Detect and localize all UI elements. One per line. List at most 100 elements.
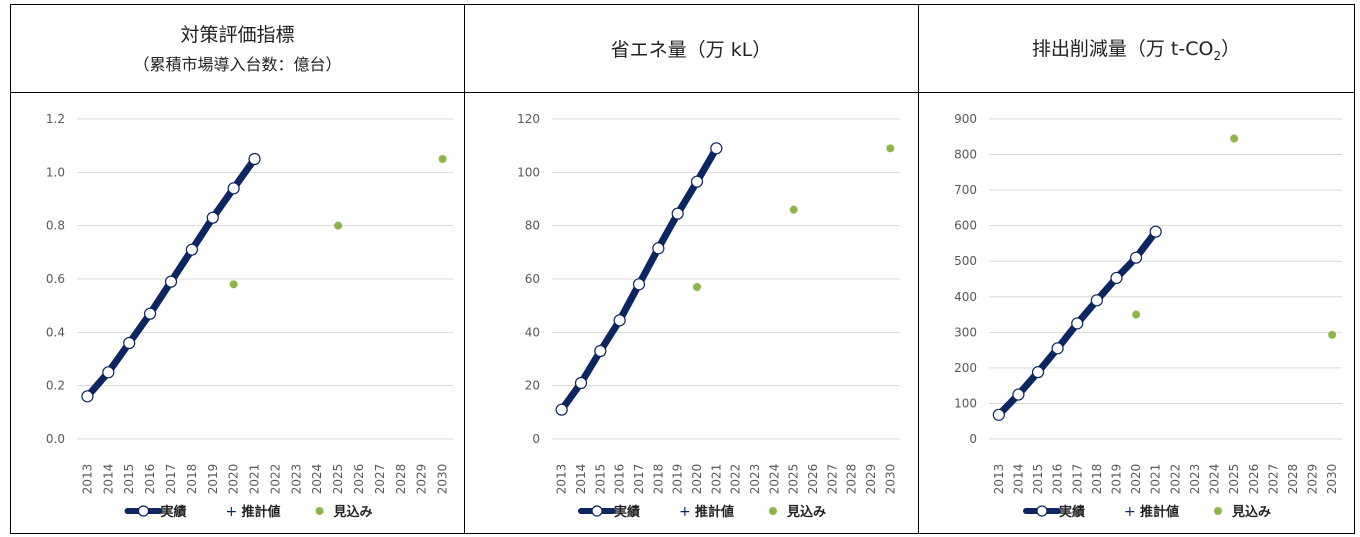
y-tick-label: 0.0 xyxy=(46,432,65,446)
chart-cell-indicator: 0.0 0.2 0.4 0.6 0.8 1.0 1.2 2013 2014 2015 2016 201… xyxy=(11,93,464,533)
legend-actual-label: 実績 xyxy=(614,504,640,520)
legend-actual-marker xyxy=(1036,505,1048,517)
legend-actual-marker xyxy=(591,505,603,517)
column-divider xyxy=(464,5,465,533)
x-tick-label: 2024 xyxy=(310,464,324,495)
x-tick-label: 2016 xyxy=(1051,464,1065,495)
chart-energy-saving: 0 20 40 60 80 100 120 2013 2014 2015 2016 2017 2018 2… xyxy=(517,112,900,520)
forecast-point xyxy=(229,280,238,289)
indicator-table: 対策評価指標 （累積市場導入台数：億台） 省エネ量（万 kL） 排出削減量（万 … xyxy=(10,4,1355,534)
x-tick-label: 2022 xyxy=(729,464,743,495)
y-tick-label: 0.4 xyxy=(46,325,65,339)
header-indicator-title: 対策評価指標 xyxy=(180,23,295,46)
x-tick-label: 2021 xyxy=(248,464,262,495)
actual-point xyxy=(574,376,588,390)
header-emission-suffix: ） xyxy=(1221,38,1241,61)
y-tick-label: 100 xyxy=(517,165,540,179)
header-emission-reduction-title: 排出削減量（万 t-CO2） xyxy=(1032,34,1240,63)
y-tick-label: 100 xyxy=(954,396,977,410)
x-tick-label: 2026 xyxy=(352,464,366,495)
y-tick-label: 1.2 xyxy=(46,112,65,126)
legend-actual-marker xyxy=(137,505,150,517)
header-indicator: 対策評価指標 （累積市場導入台数：億台） xyxy=(11,5,464,93)
x-tick-label: 2015 xyxy=(1031,464,1045,495)
x-tick-label: 2027 xyxy=(825,464,839,495)
legend-actual-label: 実績 xyxy=(1059,504,1085,520)
y-tick-label: 1.0 xyxy=(46,165,65,179)
y-tick-label: 0 xyxy=(532,432,540,446)
forecast-point xyxy=(1132,310,1141,319)
actual-point xyxy=(555,403,568,416)
x-tick-label: 2029 xyxy=(415,464,429,495)
x-tick-label: 2021 xyxy=(1149,464,1163,495)
actual-point xyxy=(144,307,157,320)
x-tick-label: 2023 xyxy=(1188,464,1202,495)
legend-actual-label: 実績 xyxy=(161,504,187,520)
x-tick-label: 2016 xyxy=(613,464,627,495)
actual-point xyxy=(594,344,607,358)
actual-point xyxy=(123,336,136,350)
actual-point xyxy=(992,408,1005,421)
forecast-point xyxy=(1328,330,1337,339)
y-tick-label: 60 xyxy=(525,272,540,286)
y-tick-label: 500 xyxy=(954,254,977,268)
x-tick-label: 2020 xyxy=(690,464,704,495)
x-tick-label: 2028 xyxy=(394,464,408,495)
x-tick-label: 2015 xyxy=(593,464,607,495)
legend-estimate-marker: + xyxy=(679,504,691,520)
x-tick-label: 2013 xyxy=(992,464,1006,495)
header-emission-subscript: 2 xyxy=(1213,48,1222,63)
x-tick-label: 2020 xyxy=(227,464,241,495)
legend-estimate-label: 推計値 xyxy=(1140,504,1179,520)
x-tick-label: 2013 xyxy=(555,464,569,495)
x-tick-label: 2024 xyxy=(1208,464,1222,495)
forecast-point xyxy=(693,283,701,291)
x-tick-label: 2021 xyxy=(709,464,723,495)
legend-estimate-marker: + xyxy=(1124,504,1136,520)
x-tick-label: 2017 xyxy=(632,464,646,495)
y-tick-label: 300 xyxy=(954,325,977,339)
actual-point xyxy=(248,152,261,166)
x-tick-label: 2013 xyxy=(80,464,94,495)
x-tick-label: 2023 xyxy=(748,464,762,495)
y-tick-label: 120 xyxy=(517,112,540,126)
legend: 実績 + 推計値 見込み xyxy=(1023,504,1271,520)
x-tick-label: 2026 xyxy=(1247,464,1261,495)
y-tick-label: 80 xyxy=(525,219,540,233)
actual-point xyxy=(81,390,94,403)
legend-forecast-label: 見込み xyxy=(333,504,373,520)
x-tick-label: 2020 xyxy=(1129,464,1143,495)
actual-point xyxy=(671,207,684,220)
actual-point xyxy=(1110,271,1123,285)
y-tick-label: 600 xyxy=(954,219,977,233)
x-tick-label: 2024 xyxy=(767,464,781,495)
legend-forecast-marker xyxy=(769,507,777,515)
actual-point xyxy=(1090,294,1103,307)
actual-point xyxy=(1129,251,1143,264)
legend-forecast-marker xyxy=(315,507,324,515)
x-tick-label: 2014 xyxy=(1011,464,1025,495)
actual-point xyxy=(652,242,665,255)
legend: 実績 + 推計値 見込み xyxy=(124,504,373,520)
legend-forecast-label: 見込み xyxy=(786,504,826,520)
y-tick-label: 0.6 xyxy=(46,272,65,286)
x-tick-label: 2025 xyxy=(331,464,345,495)
y-tick-label: 0 xyxy=(969,432,977,446)
actual-point xyxy=(613,314,626,327)
legend-estimate-label: 推計値 xyxy=(695,504,734,520)
x-tick-label: 2028 xyxy=(845,464,859,495)
x-tick-label: 2017 xyxy=(1070,464,1084,495)
x-tick-label: 2026 xyxy=(806,464,820,495)
actual-point xyxy=(164,275,178,288)
x-tick-label: 2023 xyxy=(289,464,303,495)
legend-forecast-label: 見込み xyxy=(1231,504,1271,520)
x-tick-label: 2030 xyxy=(883,464,897,495)
x-tick-label: 2029 xyxy=(864,464,878,495)
forecast-point xyxy=(438,155,447,163)
forecast-point xyxy=(1230,134,1239,143)
chart-emission-reduction: 0 100 200 300 400 500 600 700 800 900 2013 2014 2015… xyxy=(954,112,1342,520)
x-tick-label: 2028 xyxy=(1286,464,1300,495)
actual-point xyxy=(102,366,115,379)
legend: 実績 + 推計値 見込み xyxy=(578,504,826,520)
x-tick-label: 2014 xyxy=(574,464,588,495)
